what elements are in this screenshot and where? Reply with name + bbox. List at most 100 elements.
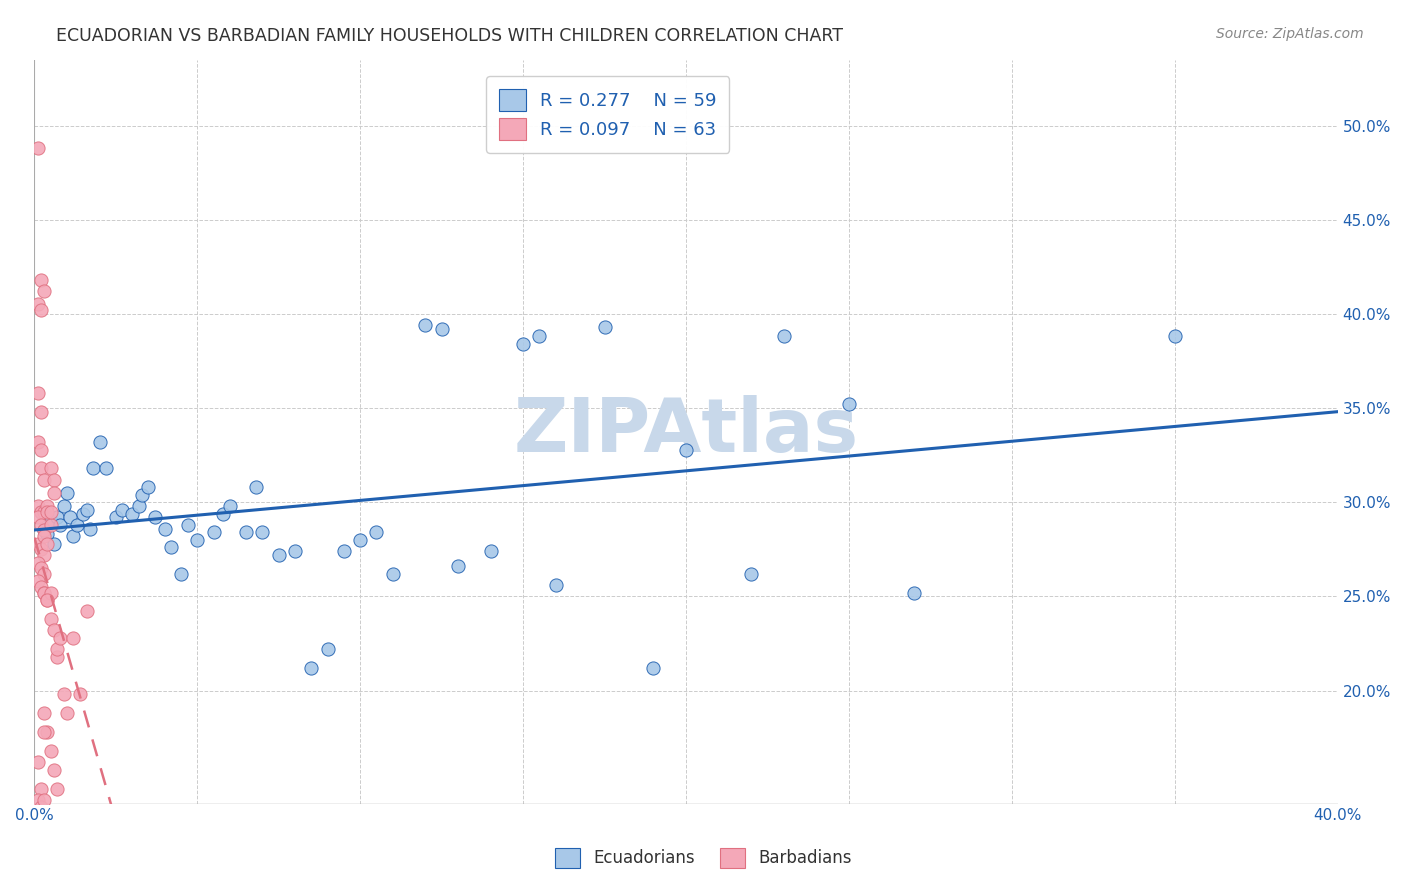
Point [267,548,290,562]
Point [42,537,65,551]
Point [46,649,69,664]
Point [903,585,925,599]
Point [32,473,55,487]
Point [143,510,166,524]
Point [121,507,143,521]
Point [30,542,52,557]
Point [349,533,371,547]
Point [27,499,49,513]
Point [479,544,502,558]
Point [27,838,49,852]
Point [284,544,307,558]
Point [52,687,75,701]
Point [245,480,267,494]
Point [30,405,52,419]
Point [30,812,52,826]
Point [333,544,356,558]
Point [104,510,127,524]
Point [69,687,91,701]
Point [430,322,453,336]
Point [675,442,697,457]
Point [202,525,225,540]
Point [27,556,49,570]
Point [66,517,89,532]
Point [176,517,198,532]
Point [32,585,55,599]
Point [544,578,567,592]
Point [52,499,75,513]
Point [32,505,55,519]
Point [740,566,762,581]
Point [46,510,69,524]
Point [30,505,52,519]
Point [46,642,69,657]
Point [62,529,84,543]
Point [46,781,69,796]
Point [27,574,49,589]
Point [447,559,470,574]
Text: Source: ZipAtlas.com: Source: ZipAtlas.com [1216,27,1364,41]
Point [218,499,240,513]
Point [76,503,98,517]
Point [128,499,150,513]
Point [415,318,437,333]
Point [643,661,665,675]
Point [42,624,65,638]
Point [30,800,52,814]
Point [37,593,59,607]
Point [76,605,98,619]
Text: ZIPAtlas: ZIPAtlas [513,395,859,468]
Point [32,585,55,599]
Point [512,337,534,351]
Point [39,461,62,475]
Point [30,505,52,519]
Point [30,819,52,833]
Text: ECUADORIAN VS BARBADIAN FAMILY HOUSEHOLDS WITH CHILDREN CORRELATION CHART: ECUADORIAN VS BARBADIAN FAMILY HOUSEHOLD… [56,27,844,45]
Point [772,329,794,343]
Point [32,706,55,721]
Point [212,507,235,521]
Point [62,631,84,645]
Point [32,725,55,739]
Point [39,517,62,532]
Point [27,793,49,807]
Point [37,593,59,607]
Point [30,517,52,532]
Point [39,505,62,519]
Point [49,517,72,532]
Point [27,297,49,311]
Point [42,485,65,500]
Point [32,529,55,543]
Point [49,631,72,645]
Point [39,612,62,626]
Point [131,488,153,502]
Point [39,744,62,758]
Point [89,434,111,449]
Point [186,533,208,547]
Point [32,524,55,538]
Point [82,461,104,475]
Point [32,524,55,538]
Point [30,461,52,475]
Point [30,273,52,287]
Point [27,434,49,449]
Legend: R = 0.277    N = 59, R = 0.097    N = 63: R = 0.277 N = 59, R = 0.097 N = 63 [486,76,730,153]
Point [56,485,79,500]
Point [56,706,79,721]
Point [79,522,101,536]
Point [94,461,117,475]
Point [39,585,62,599]
Point [42,763,65,777]
Point [32,548,55,562]
Point [37,505,59,519]
Point [30,781,52,796]
Point [138,480,160,494]
Point [27,141,49,155]
Point [72,507,94,521]
Point [37,537,59,551]
Point [252,525,274,540]
Point [42,473,65,487]
Point [32,566,55,581]
Point [593,320,616,334]
Point [32,793,55,807]
